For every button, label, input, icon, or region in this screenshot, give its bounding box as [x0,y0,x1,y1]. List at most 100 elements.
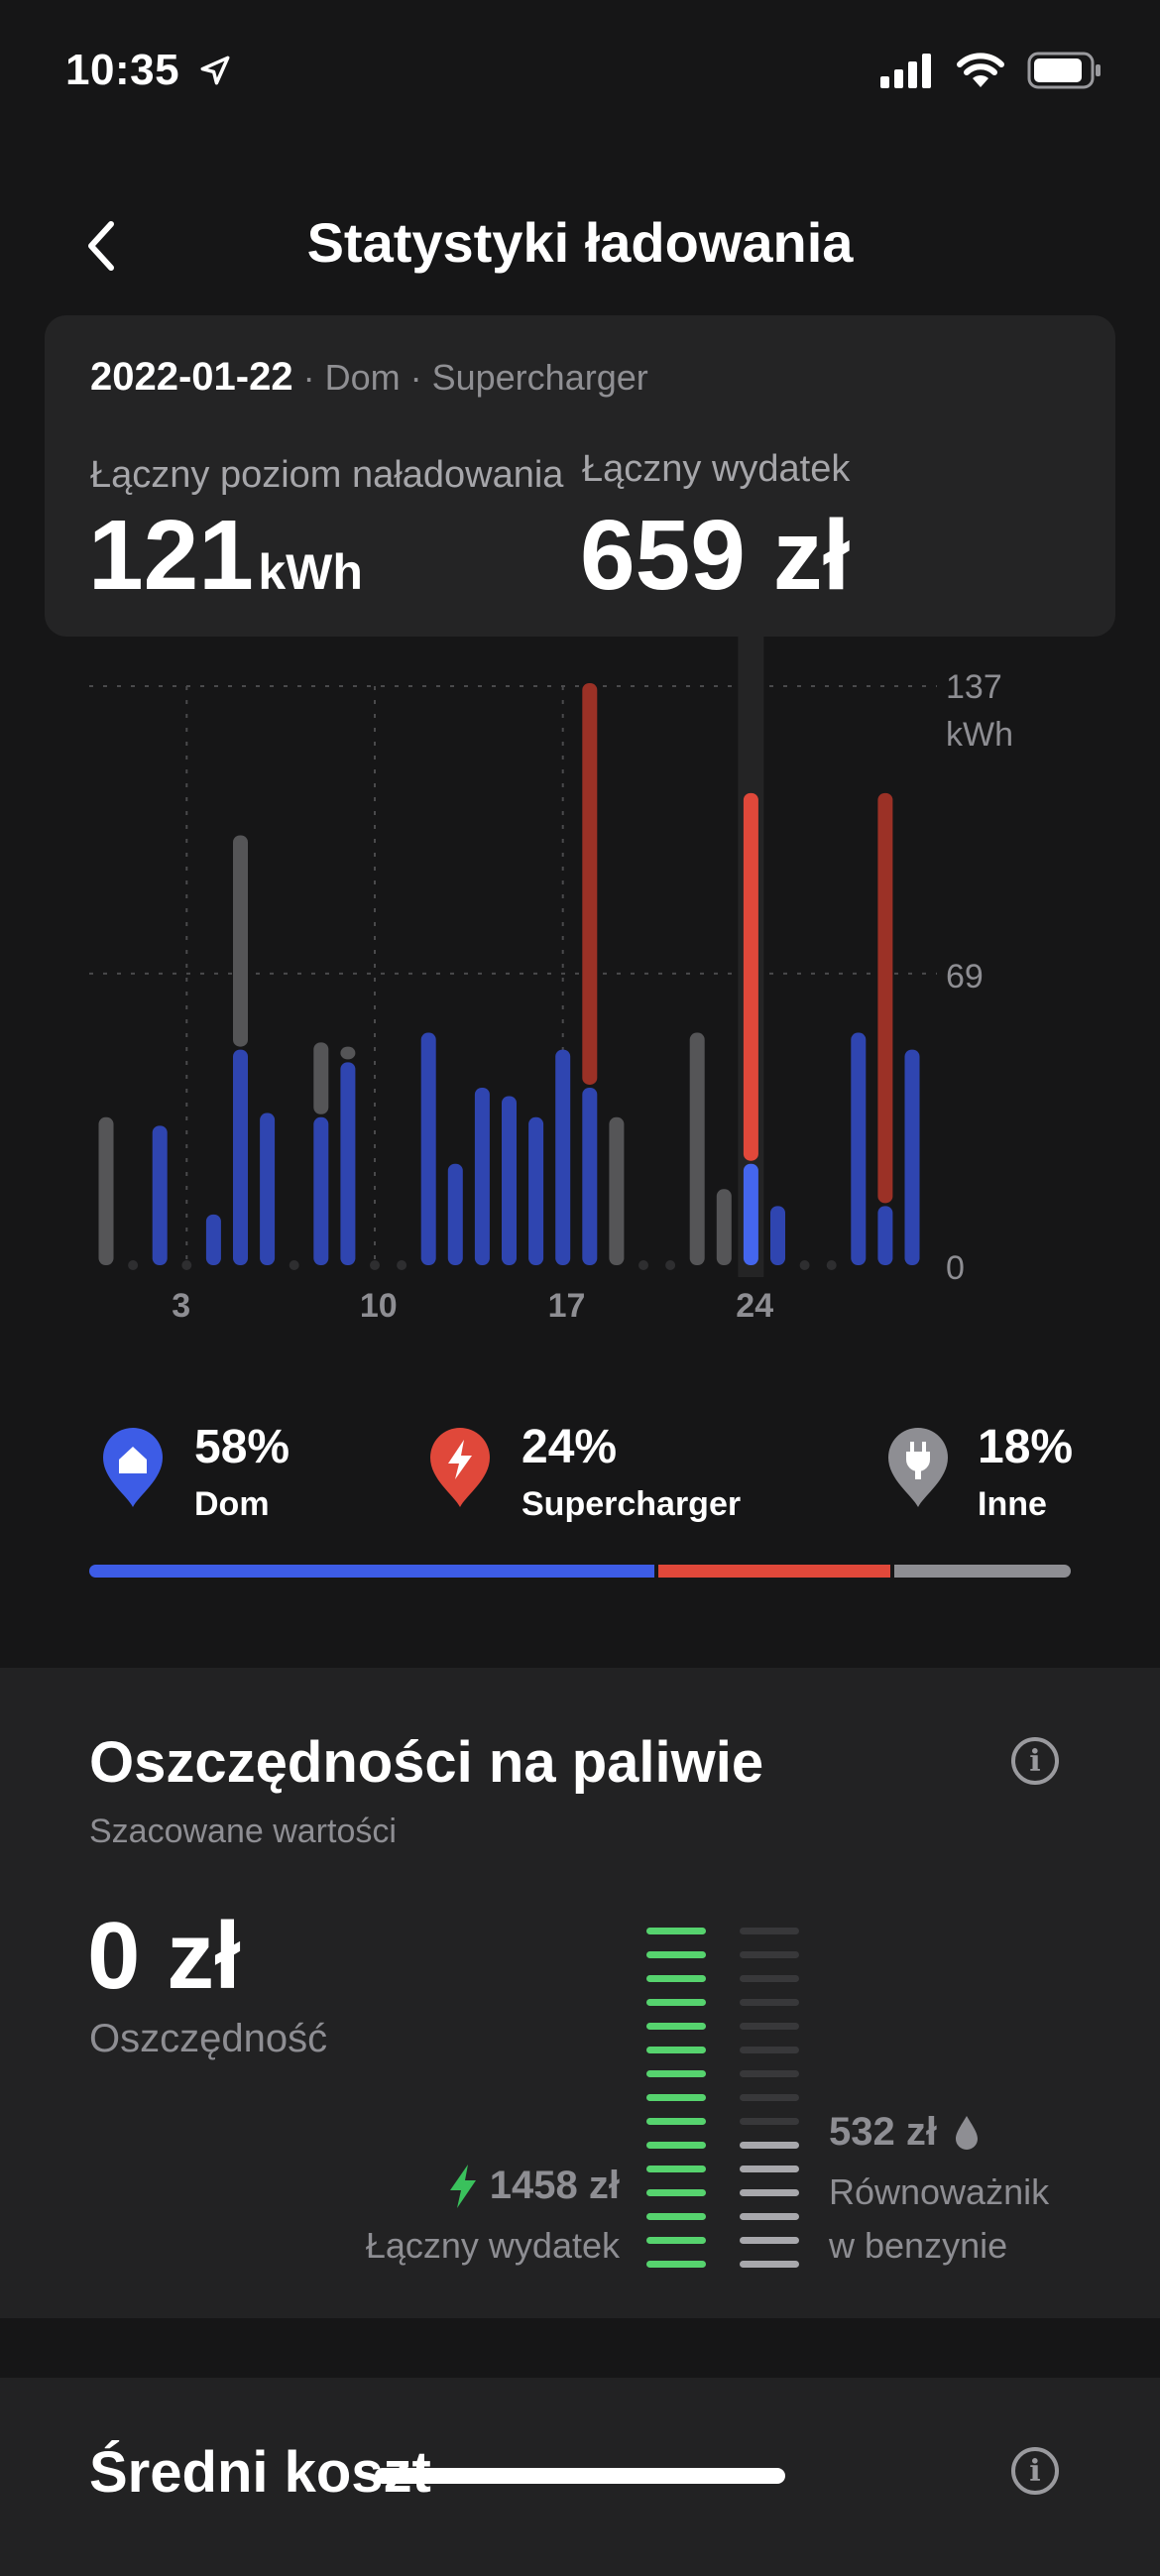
bolt-icon [430,1428,490,1507]
bar-dom [877,1206,893,1265]
empty-day-dot [638,1260,648,1270]
page-title: Statystyki ładowania [306,211,854,274]
charge-gauge-segment [646,1951,706,1958]
y-tick-label: 0 [946,1249,965,1287]
bar-inne [313,1042,329,1114]
bar-dom [233,1049,248,1265]
legend-dom-pct: 58% [194,1421,290,1473]
bar-dom [555,1049,571,1265]
charge-gauge-segment [646,2142,706,2149]
legend-inne-name: Inne [978,1485,1047,1523]
charge-gauge-segment [646,1928,706,1934]
charge-gauge-segment [646,2070,706,2077]
info-icon[interactable]: i [1011,1737,1059,1785]
charge-gauge-segment [646,2213,706,2220]
fuel-gauge-segment [740,2213,799,2220]
selected-day-tooltip: 2022-01-22 · Dom · Supercharger Łączny p… [45,315,1115,637]
empty-day-dot [128,1260,139,1270]
empty-day-dot [799,1260,810,1270]
legend-supercharger-name: Supercharger [522,1485,742,1523]
charge-cost: 1458 zł [448,2164,620,2208]
fuel-gauge-segment [740,1951,799,1958]
bar-inne [689,1032,705,1265]
fuel-gauge-segment [740,1928,799,1934]
total-charge-label: Łączny poziom naładowania [90,454,564,496]
bar-supercharger [743,792,758,1161]
bar-dom [152,1125,168,1265]
share-bar-dom [89,1565,655,1578]
charging-chart[interactable]: 0 69 137 kWh 3 10 17 24 [0,635,1160,1329]
cellular-signal-icon [880,54,931,88]
charge-gauge-segment [646,2047,706,2053]
bar-dom [582,1087,598,1265]
fuel-drop-icon [955,2115,978,2150]
y-tick-label: 69 [946,958,984,995]
fuel-gauge-segment [740,2142,799,2149]
bar-dom [904,1049,920,1265]
info-icon[interactable]: i [1011,2447,1059,2495]
fuel-gauge-segment [740,2118,799,2125]
x-tick-label: 17 [548,1287,586,1325]
empty-day-dot [289,1260,299,1270]
charge-cost-value: 1458 zł [489,2164,620,2207]
status-icons [880,52,1102,89]
total-cost-value: 659 zł [580,500,851,611]
bar-dom [770,1206,785,1265]
charge-gauge-segment [646,2261,706,2268]
fuel-cost-value: 532 zł [829,2110,937,2154]
bar-dom [420,1032,436,1265]
tooltip-date: 2022-01-22 · Dom · Supercharger [90,355,648,399]
bar-dom [447,1163,463,1265]
x-tick-label: 24 [736,1287,773,1325]
location-arrow-icon [200,56,230,85]
fuel-gauge-segment [740,2023,799,2030]
bar-dom [743,1163,758,1265]
fuel-gauge-segment [740,2261,799,2268]
fuel-gauge-segment [740,2237,799,2244]
total-charge: 121 kWh [88,499,363,613]
charge-gauge-segment [646,2023,706,2030]
back-chevron-icon[interactable] [81,216,121,276]
charge-gauge-segment [646,1975,706,1982]
charge-gauge-segment [646,2166,706,2172]
savings-title: Oszczędności na paliwie [89,1730,764,1795]
status-time: 10:35 [65,46,232,95]
bar-inne [340,1046,356,1060]
share-bar-inne [893,1565,1071,1578]
fuel-gauge-segment [740,2189,799,2196]
charge-gauge-segment [646,2118,706,2125]
charge-gauge-segment [646,2237,706,2244]
home-indicator[interactable] [375,2468,785,2484]
fuel-label-2: w benzynie [829,2225,1008,2266]
savings-amount: 0 zł [87,1903,241,2009]
fuel-gauge-segment [740,2047,799,2053]
savings-subtitle: Szacowane wartości [89,1813,397,1850]
bar-inne [716,1189,732,1265]
bar-dom [205,1214,221,1265]
charge-gauge-segment [646,2094,706,2101]
fuel-gauge-segment [740,2094,799,2101]
legend-inne-pct: 18% [978,1421,1074,1473]
bar-inne [98,1116,114,1265]
wifi-icon [957,53,1004,87]
legend-dom-name: Dom [194,1485,270,1523]
cost-comparison-gauge [646,1928,799,2268]
bar-inne [609,1116,625,1265]
charge-gauge-segment [646,2189,706,2196]
bolt-icon [449,2164,476,2208]
total-charge-value: 121 [88,500,254,611]
average-cost-title: Średni koszt [89,2440,431,2505]
empty-day-dot [826,1260,837,1270]
bar-dom [528,1116,544,1265]
fuel-gauge-segment [740,2070,799,2077]
empty-day-dot [370,1260,380,1270]
y-tick-label: kWh [946,716,1013,754]
bar-inne [233,835,248,1047]
x-tick-label: 3 [172,1287,190,1325]
bar-dom [851,1032,867,1265]
x-tick-label: 10 [360,1287,398,1325]
bar-dom [340,1062,356,1265]
share-bar-supercharger [658,1565,890,1578]
empty-day-dot [665,1260,676,1270]
total-cost-label: Łączny wydatek [582,448,851,490]
